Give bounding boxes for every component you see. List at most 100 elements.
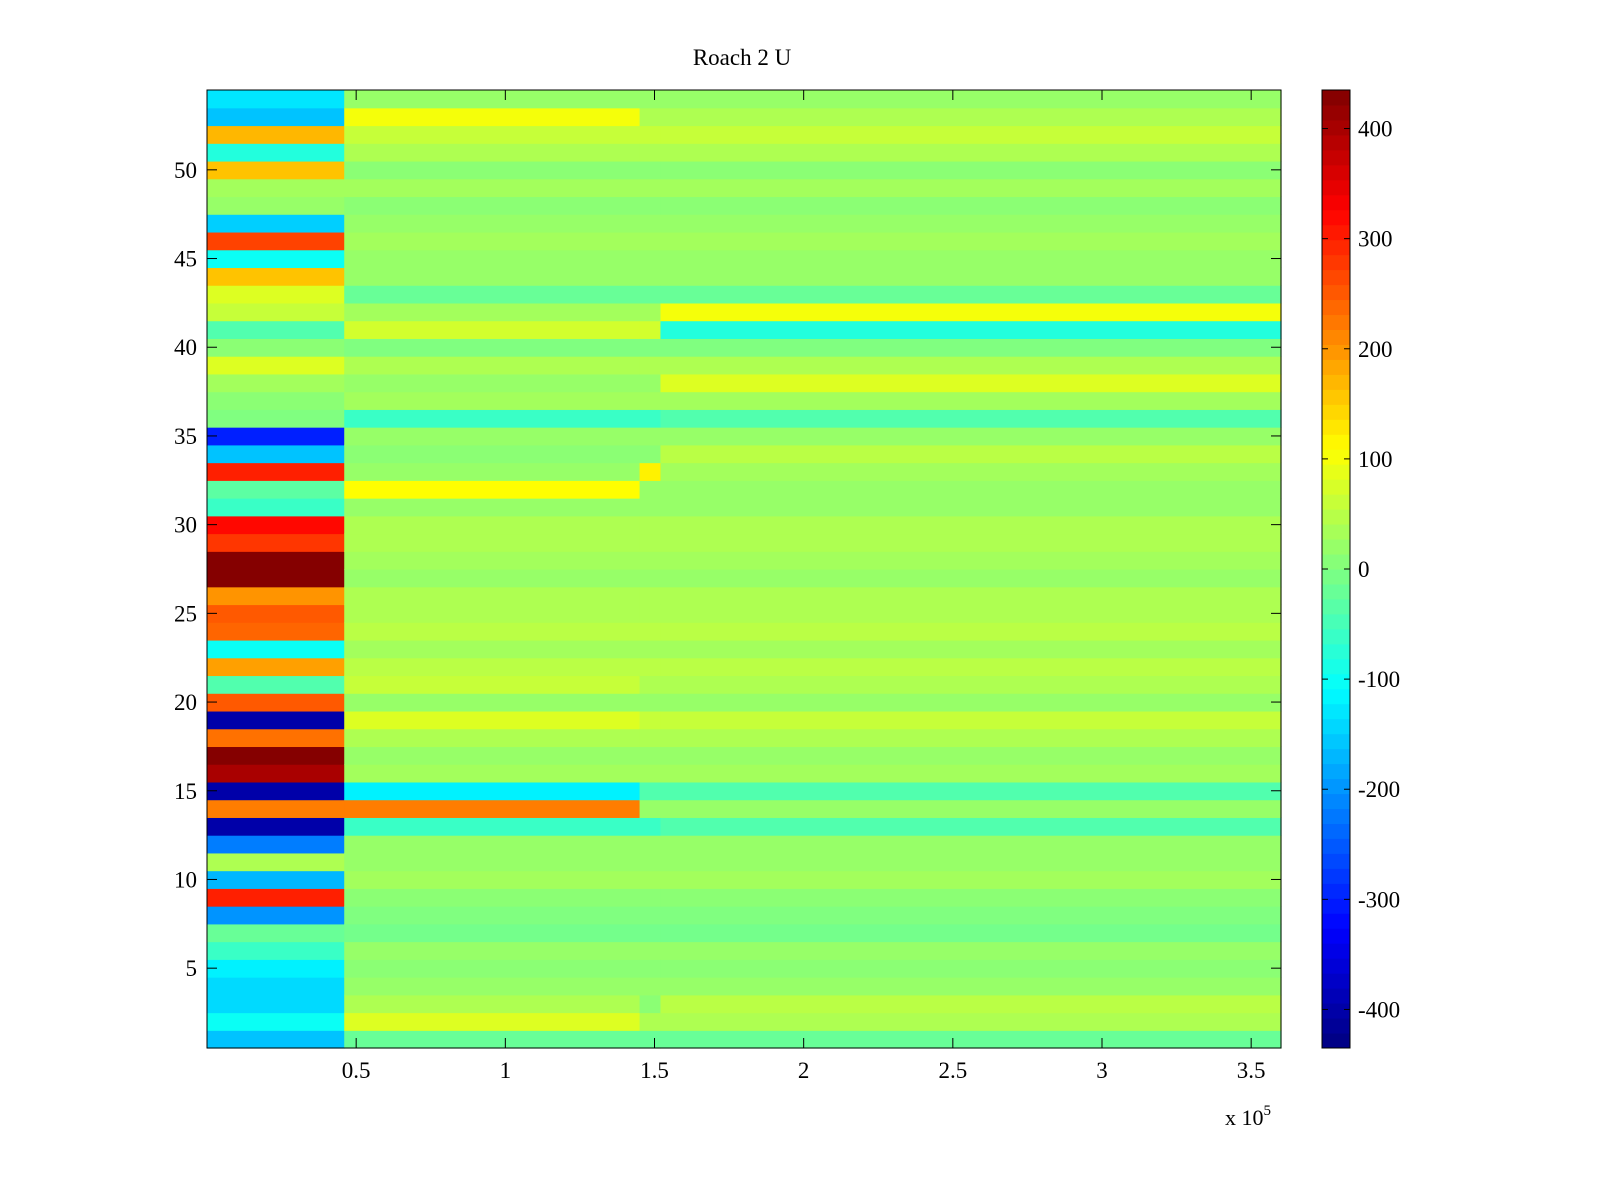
heatmap-cell <box>344 959 641 978</box>
heatmap-cell <box>639 302 662 322</box>
colorbar-band <box>1322 539 1350 555</box>
heatmap-cell <box>639 835 662 854</box>
heatmap-cell <box>344 781 641 801</box>
colorbar-band <box>1322 374 1350 390</box>
heatmap-cell <box>660 799 1282 818</box>
heatmap-cell <box>344 870 641 889</box>
heatmap-cell <box>660 657 1282 677</box>
heatmap-cell <box>344 409 641 428</box>
colorbar-band <box>1322 164 1350 181</box>
heatmap-cell <box>660 693 1282 712</box>
heatmap-cell <box>207 409 345 428</box>
heatmap-cell <box>639 622 662 641</box>
colorbar-band <box>1322 299 1350 316</box>
heatmap-cell <box>344 764 641 783</box>
heatmap-cell <box>639 125 662 144</box>
heatmap-cell <box>639 267 662 286</box>
colorbar-tick-label: 200 <box>1358 337 1393 362</box>
heatmap-cell <box>639 852 662 872</box>
heatmap-cell <box>207 764 345 783</box>
heatmap-cell <box>660 941 1282 960</box>
heatmap-cell <box>639 817 662 836</box>
heatmap-cell <box>207 249 345 269</box>
heatmap-cell <box>207 391 345 410</box>
x-tick-label: 1 <box>500 1058 512 1083</box>
heatmap-cell <box>344 107 641 127</box>
colorbar-band <box>1322 898 1350 914</box>
heatmap-cell <box>660 285 1282 304</box>
colorbar-band <box>1322 359 1350 375</box>
heatmap-cell <box>344 391 641 410</box>
heatmap-cell <box>344 515 641 535</box>
heatmap-cell <box>344 338 641 357</box>
colorbar-band <box>1322 1033 1350 1049</box>
x-tick-label: 0.5 <box>342 1058 371 1083</box>
heatmap-cell <box>344 551 641 570</box>
colorbar-tick-label: -300 <box>1358 887 1400 912</box>
heatmap-cell <box>660 249 1282 269</box>
heatmap-cell <box>660 817 1282 836</box>
colorbar-band <box>1322 284 1350 301</box>
colorbar-ticks: 400 300 200 100 0 -100 -200 -300 -400 <box>1322 117 1400 1022</box>
y-tick-label: 40 <box>174 335 197 360</box>
colorbar-band <box>1322 868 1350 884</box>
y-tick-label: 20 <box>174 690 197 715</box>
heatmap-cell <box>207 852 345 872</box>
heatmap-cell <box>660 515 1282 535</box>
heatmap-cell <box>639 764 662 783</box>
heatmap-cell <box>639 533 662 552</box>
heatmap-cell <box>207 586 345 606</box>
heatmap-cell <box>207 923 345 943</box>
colorbar-band <box>1322 688 1350 705</box>
colorbar-band <box>1322 943 1350 959</box>
heatmap-cell <box>344 622 641 641</box>
heatmap-cell <box>660 622 1282 641</box>
heatmap-cell <box>660 728 1282 748</box>
heatmap-cell <box>207 1030 345 1049</box>
colorbar-band <box>1322 119 1350 136</box>
heatmap-cell <box>207 480 345 499</box>
heatmap-cell <box>639 906 662 925</box>
heatmap-cell <box>344 285 641 304</box>
heatmap-cell <box>344 427 641 446</box>
heatmap-cell <box>639 781 662 801</box>
heatmap-cell <box>207 781 345 801</box>
heatmap-cell <box>660 746 1282 765</box>
heatmap-cell <box>639 462 662 481</box>
heatmap-cell <box>207 870 345 889</box>
heatmap-cell <box>207 551 345 570</box>
y-tick-label: 50 <box>174 158 197 183</box>
heatmap-cell <box>344 817 641 836</box>
colorbar-band <box>1322 1003 1350 1019</box>
heatmap-cell <box>639 710 662 730</box>
colorbar-band <box>1322 793 1350 809</box>
heatmap-cell <box>639 160 662 180</box>
heatmap-cell <box>344 799 641 818</box>
heatmap-cell <box>639 639 662 659</box>
heatmap-cell <box>660 870 1282 889</box>
y-tick-label: 15 <box>174 779 197 804</box>
y-tick-label: 10 <box>174 867 197 892</box>
heatmap-cell <box>207 338 345 357</box>
heatmap-cell <box>344 728 641 748</box>
heatmap-cell <box>207 657 345 677</box>
heatmap-cell <box>344 178 641 198</box>
heatmap-cell <box>207 569 345 588</box>
heatmap-cell <box>344 90 641 109</box>
heatmap-cell <box>207 1012 345 1031</box>
heatmap-cell <box>207 746 345 765</box>
colorbar-band <box>1322 134 1350 151</box>
heatmap-cell <box>207 444 345 464</box>
colorbar-tick-label: -100 <box>1358 667 1400 692</box>
heatmap-cell <box>344 586 641 606</box>
heatmap-cell <box>639 693 662 712</box>
heatmap-cell <box>639 231 662 251</box>
chart-title: Roach 2 U <box>693 45 792 70</box>
colorbar-band <box>1322 583 1350 600</box>
heatmap-cell <box>207 231 345 251</box>
heatmap-cell <box>639 977 662 996</box>
y-tick-label: 25 <box>174 601 197 626</box>
heatmap-cell <box>639 604 662 623</box>
heatmap-cell <box>344 941 641 960</box>
colorbar-band <box>1322 179 1350 196</box>
